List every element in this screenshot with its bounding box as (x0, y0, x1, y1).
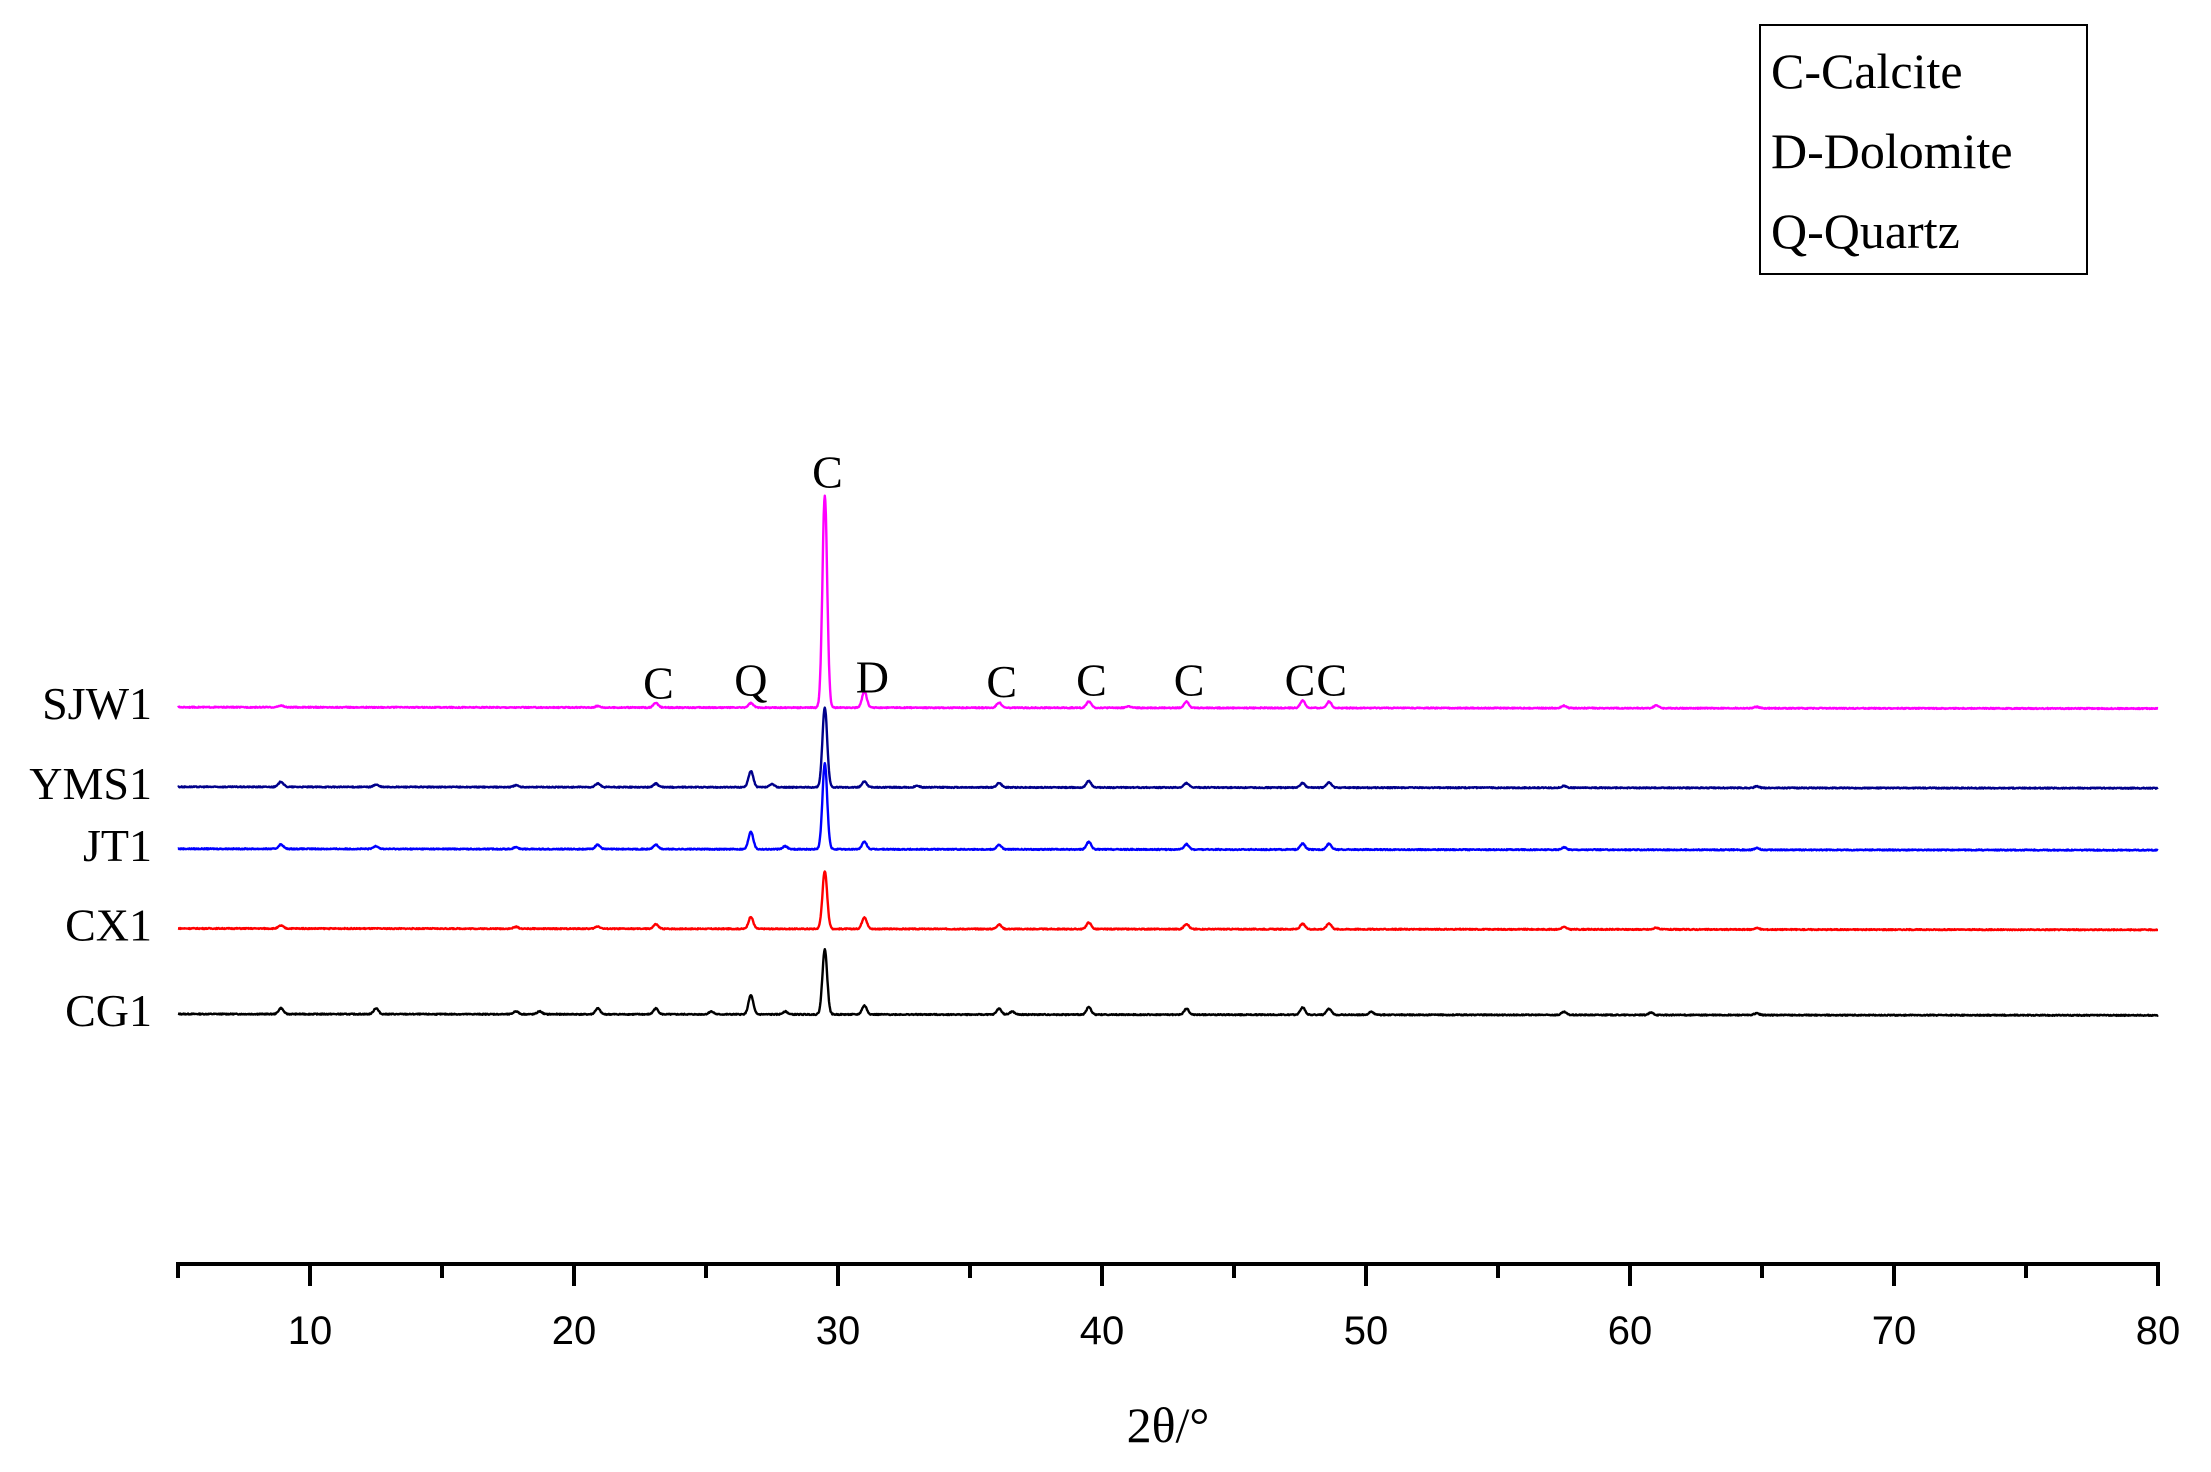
series-label-yms1: YMS1 (29, 758, 152, 809)
series-layer (177, 494, 2159, 1017)
series-line-cg1 (177, 948, 2159, 1017)
legend-entries: C-Calcite D-Dolomite Q-Quartz (1771, 43, 2013, 259)
series-line-sjw1 (177, 494, 2159, 711)
peak-annotation-d-3: D (856, 651, 889, 702)
series-label-cx1: CX1 (65, 899, 152, 950)
legend-entry-0: C-Calcite (1771, 43, 1963, 99)
x-tick-label-50: 50 (1344, 1309, 1389, 1353)
series-label-sjw1: SJW1 (42, 678, 152, 729)
series-label-cg1: CG1 (65, 985, 152, 1036)
peak-annotation-layer: C QCD C C C C C (643, 446, 1347, 708)
peak-annotation-q-1: Q (734, 654, 767, 705)
peak-annotation-c-5: C (1076, 654, 1107, 705)
legend-entry-2: Q-Quartz (1771, 203, 1960, 259)
series-line-yms1 (177, 706, 2159, 790)
x-tick-label-40: 40 (1080, 1309, 1125, 1353)
series-line-cx1 (177, 870, 2159, 932)
x-tick-label-20: 20 (552, 1309, 597, 1353)
peak-annotation-c-0: C (643, 657, 674, 708)
peak-annotation-c-2: C (812, 446, 843, 497)
series-label-jt1: JT1 (83, 820, 152, 871)
x-axis: 10 20 30 40 50 60 70 80 2θ/° (176, 1262, 2181, 1453)
x-tick-label-10: 10 (288, 1309, 333, 1353)
x-tick-label-70: 70 (1872, 1309, 1917, 1353)
peak-annotation-c-4: C (986, 656, 1017, 707)
series-line-jt1 (177, 762, 2159, 852)
x-tick-layer: 10 20 30 40 50 60 70 80 (176, 1264, 2181, 1353)
x-tick-label-80: 80 (2136, 1309, 2181, 1353)
peak-annotation-c-6: C (1174, 654, 1205, 705)
legend-entry-1: D-Dolomite (1771, 123, 2013, 179)
x-axis-label: 2θ/° (1127, 1397, 1210, 1453)
legend-box (1759, 24, 2088, 275)
peak-annotation-c-8: C (1316, 654, 1347, 705)
peak-annotation-c-7: C (1285, 654, 1316, 705)
series-label-layer: CG1 CX1 JT1 YMS1 SJW1 (29, 678, 152, 1036)
x-tick-label-60: 60 (1608, 1309, 1653, 1353)
x-tick-label-30: 30 (816, 1309, 861, 1353)
legend: C-Calcite D-Dolomite Q-Quartz (1759, 24, 2088, 275)
